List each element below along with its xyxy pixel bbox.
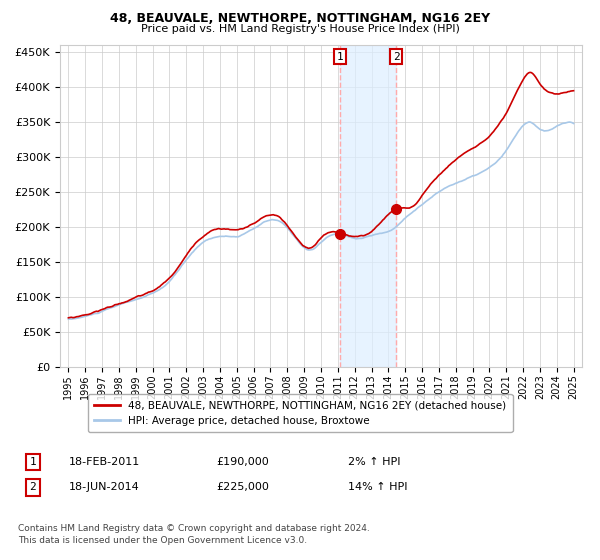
Text: 2% ↑ HPI: 2% ↑ HPI <box>348 457 401 467</box>
Text: Contains HM Land Registry data © Crown copyright and database right 2024.: Contains HM Land Registry data © Crown c… <box>18 524 370 533</box>
Text: 18-JUN-2014: 18-JUN-2014 <box>69 482 140 492</box>
Text: 18-FEB-2011: 18-FEB-2011 <box>69 457 140 467</box>
Text: 48, BEAUVALE, NEWTHORPE, NOTTINGHAM, NG16 2EY: 48, BEAUVALE, NEWTHORPE, NOTTINGHAM, NG1… <box>110 12 490 25</box>
Legend: 48, BEAUVALE, NEWTHORPE, NOTTINGHAM, NG16 2EY (detached house), HPI: Average pri: 48, BEAUVALE, NEWTHORPE, NOTTINGHAM, NG1… <box>88 394 512 432</box>
Text: Price paid vs. HM Land Registry's House Price Index (HPI): Price paid vs. HM Land Registry's House … <box>140 24 460 34</box>
Text: 2: 2 <box>393 52 400 62</box>
Text: 1: 1 <box>29 457 37 467</box>
Text: £190,000: £190,000 <box>216 457 269 467</box>
Bar <box>340 45 396 367</box>
Text: 1: 1 <box>337 52 343 62</box>
Text: 2: 2 <box>29 482 37 492</box>
Text: 14% ↑ HPI: 14% ↑ HPI <box>348 482 407 492</box>
Text: £225,000: £225,000 <box>216 482 269 492</box>
Text: This data is licensed under the Open Government Licence v3.0.: This data is licensed under the Open Gov… <box>18 536 307 545</box>
